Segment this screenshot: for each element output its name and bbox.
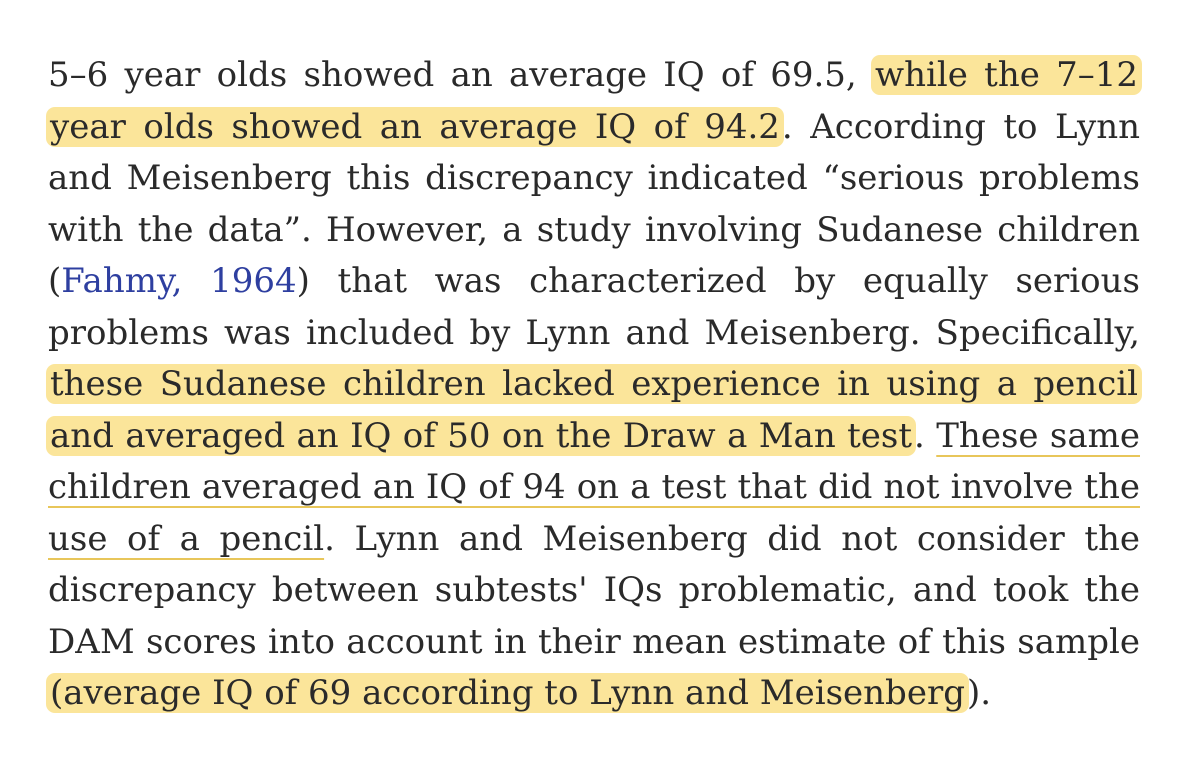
highlight-average-iq-69: (average IQ of 69 according to Lynn and … bbox=[46, 673, 969, 713]
text-segment: ). bbox=[966, 673, 992, 713]
text-segment: 5–6 year olds showed an average IQ of 69… bbox=[48, 55, 857, 95]
underline-iq-94-no-pencil: These same children averaged an IQ of 94… bbox=[48, 415, 1140, 559]
citation-link-fahmy-1964[interactable]: Fahmy, 1964 bbox=[61, 261, 297, 301]
text-segment: . bbox=[914, 415, 925, 456]
text-segment: ) that was characterized by equally seri… bbox=[48, 261, 1140, 353]
body-paragraph: 5–6 year olds showed an average IQ of 69… bbox=[46, 50, 1143, 720]
text-segment: . According to Lynn and Meisenberg this … bbox=[48, 106, 1140, 302]
text-segment: . Lynn and Meisenberg did not consider t… bbox=[48, 518, 1140, 662]
